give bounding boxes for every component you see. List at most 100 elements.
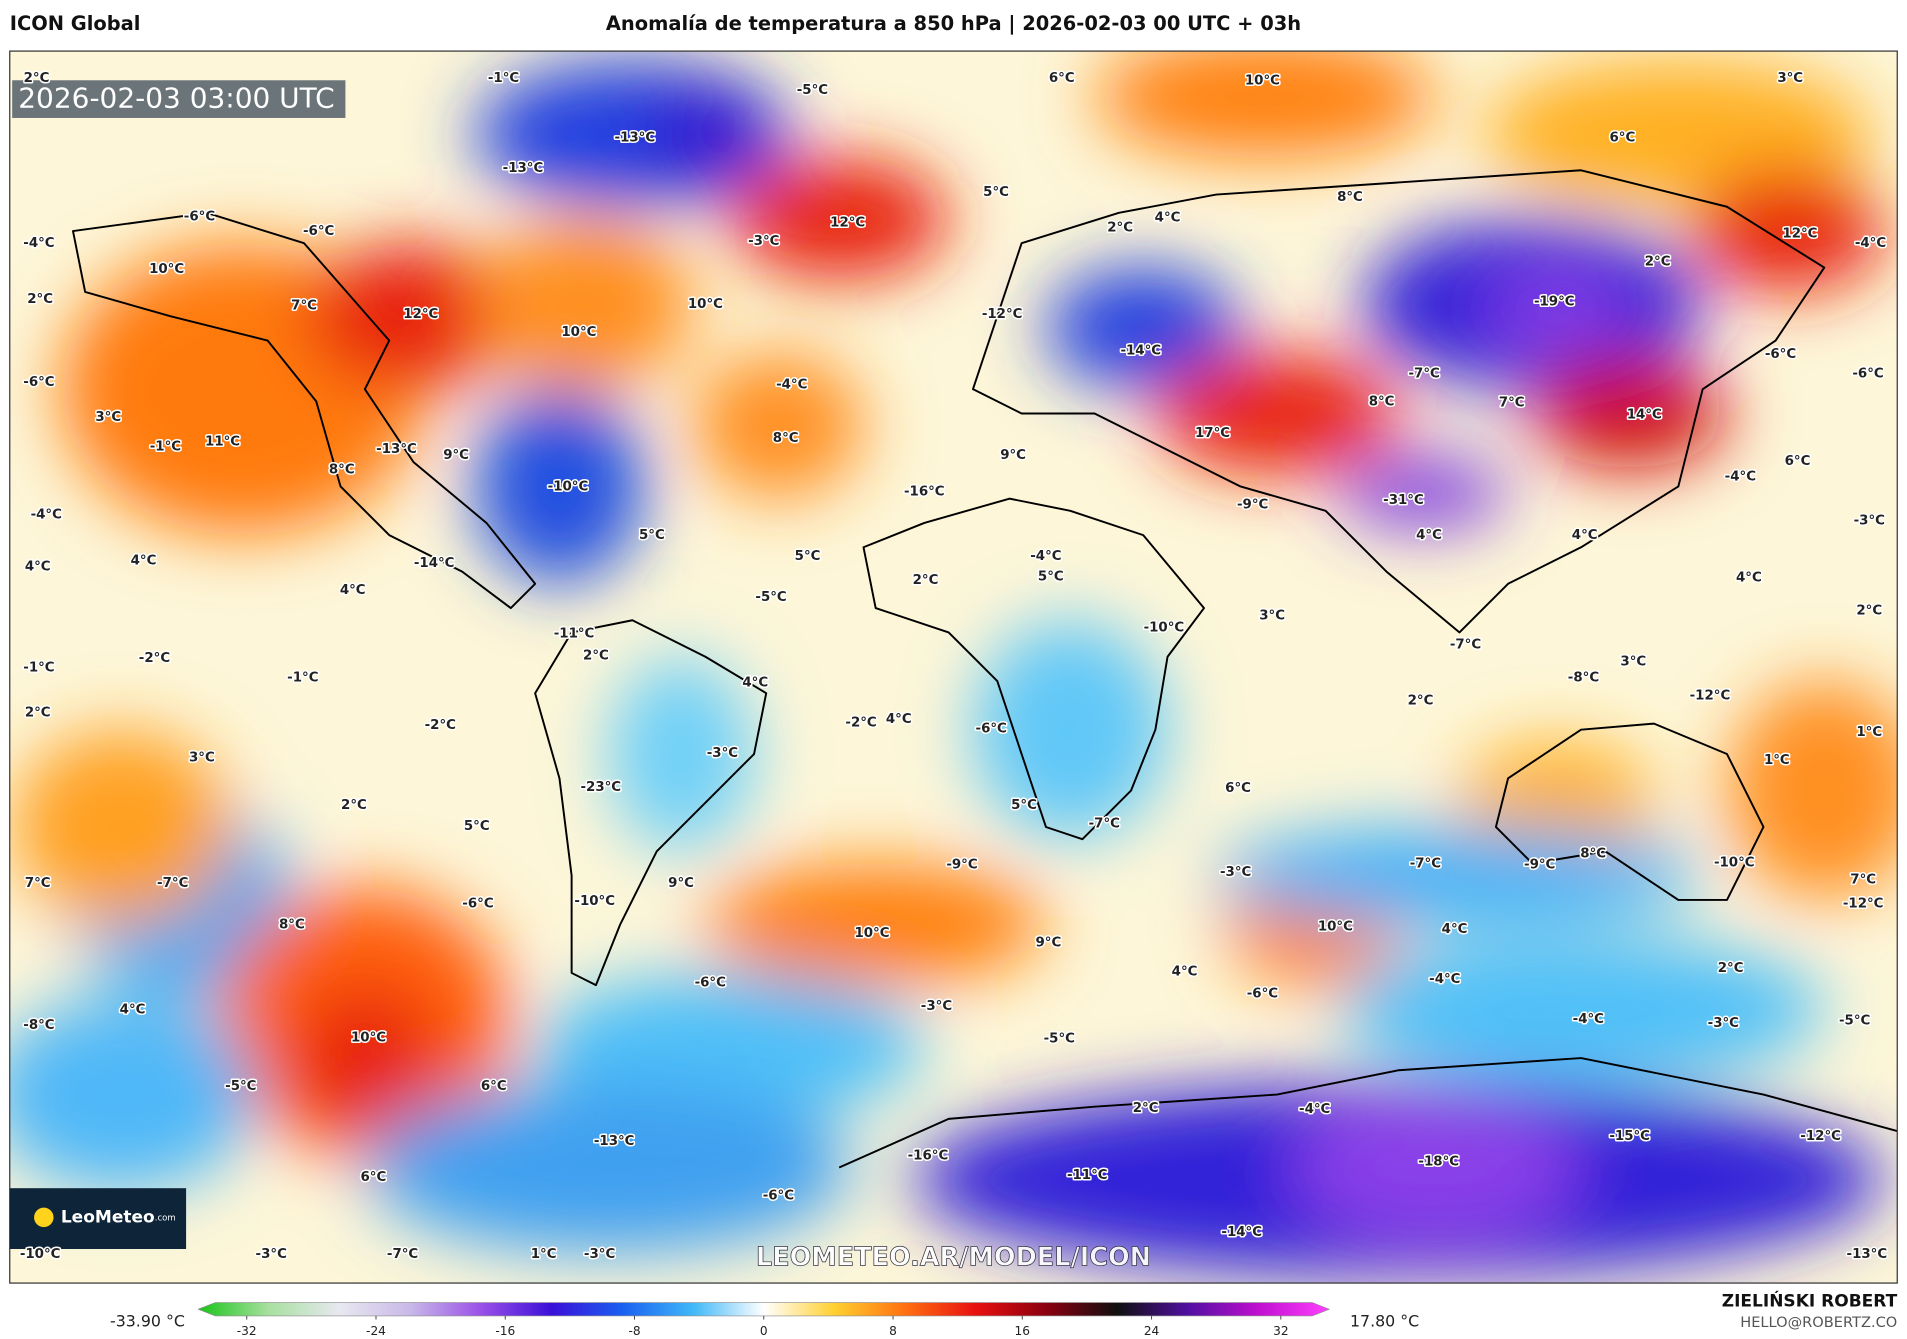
- temperature-label: -3°C: [707, 746, 738, 761]
- temperature-label: 4°C: [1416, 528, 1442, 543]
- temperature-label: -5°C: [755, 590, 786, 605]
- temperature-label: 8°C: [279, 917, 305, 932]
- watermark: LEOMETEO.AR/MODEL/ICON: [756, 1243, 1151, 1273]
- timestamp-box: [12, 80, 346, 118]
- temperature-label: -7°C: [1450, 638, 1481, 653]
- temperature-label: -2°C: [139, 651, 170, 666]
- temperature-label: -19°C: [1534, 295, 1575, 310]
- coastline: [838, 1057, 1898, 1169]
- temperature-label: -7°C: [1408, 366, 1439, 381]
- temperature-label: -4°C: [1725, 470, 1756, 485]
- temperature-label: -12°C: [1843, 897, 1884, 912]
- temperature-label: 1°C: [531, 1247, 557, 1262]
- temperature-label: -11°C: [554, 627, 595, 642]
- temperature-label: 3°C: [1620, 655, 1646, 670]
- temperature-label: 2°C: [1856, 604, 1882, 619]
- logo-sun: [34, 1207, 54, 1228]
- temperature-label: 4°C: [25, 560, 51, 575]
- temperature-label: -10°C: [574, 894, 615, 909]
- temperature-label: 4°C: [131, 554, 157, 569]
- temperature-label: -8°C: [23, 1018, 54, 1033]
- temperature-label: -14°C: [1120, 343, 1161, 358]
- temperature-label: -3°C: [1854, 514, 1885, 529]
- temperature-label: 10°C: [854, 926, 889, 941]
- colorbar-tick-label: 24: [1144, 1324, 1160, 1338]
- temperature-label: -6°C: [1765, 347, 1796, 362]
- temperature-label: 7°C: [25, 876, 51, 891]
- temperature-label: -14°C: [414, 556, 455, 571]
- coastline: [1494, 722, 1765, 901]
- temperature-label: -4°C: [23, 236, 54, 251]
- temperature-label: -1°C: [287, 670, 318, 685]
- temperature-label: -7°C: [1089, 816, 1120, 831]
- temperature-label: 6°C: [360, 1170, 386, 1185]
- colorbar-tick-label: -8: [628, 1324, 640, 1338]
- temperature-label: 2°C: [913, 573, 939, 588]
- temperature-label: -8°C: [1568, 670, 1599, 685]
- temperature-label: -4°C: [31, 507, 62, 522]
- temperature-label: 3°C: [189, 751, 215, 766]
- temperature-label: -10°C: [1144, 621, 1185, 636]
- temperature-label: 2°C: [341, 798, 367, 813]
- temperature-label: -1°C: [23, 661, 54, 676]
- temperature-label: 5°C: [795, 549, 821, 564]
- colorbar-tick-label: -24: [366, 1324, 386, 1338]
- colorbar-tick-label: 32: [1273, 1324, 1288, 1338]
- temperature-label: -4°C: [1299, 1102, 1330, 1117]
- temperature-label: 12°C: [830, 216, 865, 231]
- temperature-label: 10°C: [688, 297, 723, 312]
- temperature-label: -14°C: [1221, 1225, 1262, 1240]
- temperature-label: 4°C: [1172, 965, 1198, 980]
- temperature-label: -6°C: [462, 897, 493, 912]
- temperature-label: 8°C: [1580, 847, 1606, 862]
- temperature-label: 4°C: [1572, 528, 1598, 543]
- colorbar-tick-label: 16: [1015, 1324, 1030, 1338]
- logo-suffix: .com: [155, 1213, 176, 1223]
- temperature-label: 4°C: [120, 1002, 146, 1017]
- temperature-label: -7°C: [157, 876, 188, 891]
- temperature-label: 4°C: [1736, 571, 1762, 586]
- temperature-label: 11°C: [205, 434, 240, 449]
- temperature-label: 4°C: [1155, 211, 1181, 226]
- temperature-label: -5°C: [1839, 1013, 1870, 1028]
- colorbar-tick-label: 8: [889, 1324, 897, 1338]
- temperature-label: -13°C: [376, 442, 417, 457]
- temperature-label: 2°C: [25, 706, 51, 721]
- temperature-label: 1°C: [1764, 753, 1790, 768]
- temperature-label: -10°C: [1714, 855, 1755, 870]
- coastline: [72, 211, 537, 610]
- temperature-label: -3°C: [748, 234, 779, 249]
- temperature-label: 3°C: [95, 410, 121, 425]
- temperature-label: -2°C: [425, 718, 456, 733]
- temperature-label: 6°C: [1225, 781, 1251, 796]
- temperature-label: 6°C: [1610, 130, 1636, 145]
- temperature-label: -16°C: [904, 484, 945, 499]
- colorbar-tick-label: -32: [237, 1324, 257, 1338]
- temperature-label: 10°C: [561, 325, 596, 340]
- temperature-label: 3°C: [1259, 608, 1285, 623]
- temperature-label: -6°C: [763, 1188, 794, 1203]
- temperature-label: -9°C: [1237, 498, 1268, 513]
- temperature-label: -31°C: [1383, 493, 1424, 508]
- temperature-label: 5°C: [1038, 569, 1064, 584]
- temperature-label: -10°C: [548, 479, 589, 494]
- temperature-label: 8°C: [1337, 190, 1363, 205]
- temperature-label: -13°C: [503, 161, 544, 176]
- temperature-label: 5°C: [639, 528, 665, 543]
- map-frame: [9, 50, 1898, 1284]
- temperature-label: 4°C: [1442, 922, 1468, 937]
- logo-text: LeoMeteo.com: [61, 1207, 176, 1227]
- temperature-label: -6°C: [23, 375, 54, 390]
- temperature-label: 5°C: [464, 819, 490, 834]
- temperature-label: -23°C: [580, 780, 621, 795]
- temperature-label: -5°C: [1044, 1032, 1075, 1047]
- timestamp: 2026-02-03 03:00 UTC: [18, 82, 334, 115]
- temperature-label: 9°C: [1000, 448, 1026, 463]
- temperature-label: -15°C: [1609, 1129, 1650, 1144]
- temperature-label: 9°C: [1035, 936, 1061, 951]
- temperature-label: -3°C: [1708, 1016, 1739, 1031]
- temperature-label: 2°C: [1133, 1101, 1159, 1116]
- temperature-label: 7°C: [291, 298, 317, 313]
- temperature-label: 10°C: [1318, 920, 1353, 935]
